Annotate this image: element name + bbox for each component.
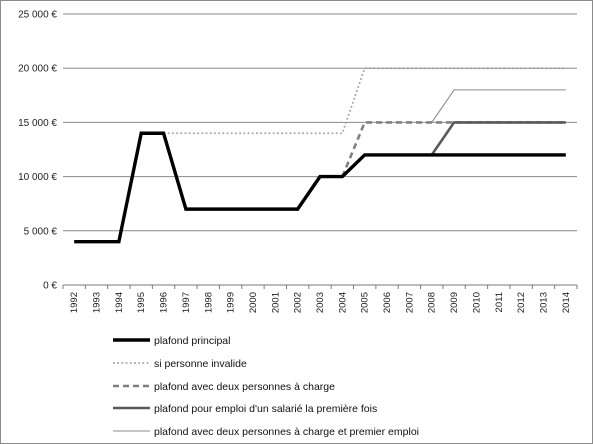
series-line [74,131,566,244]
x-tick-label: 2009 [449,292,460,313]
legend: plafond principal si personne invalide pla… [113,335,419,438]
y-tick-label: 15 000 € [18,118,57,129]
y-tick-label: 0 € [43,281,57,292]
x-tick-label: 2006 [382,292,393,313]
x-tick-label: 2007 [404,292,415,313]
legend-label: plafond principal [154,335,230,347]
x-tick-label: 2005 [360,292,371,313]
x-tick-label: 1997 [181,292,192,313]
legend-label: si personne invalide [154,358,247,370]
x-tick-label: 2011 [494,292,505,312]
x-tick-label: 2012 [516,292,527,313]
y-tick-label: 20 000 € [18,64,57,75]
x-tick-label: 2010 [471,292,482,313]
x-tick-label: 2014 [561,292,572,313]
x-tick-label: 1995 [136,292,147,313]
y-axis-ticks: 0 € 5 000 € 10 000 € 15 000 € 20 000 € 25 000… [18,10,57,292]
legend-label: plafond avec deux personnes à charge [154,381,335,393]
x-axis-ticks: 1992 1993 1994 1995 1996 1997 1998 1999 2000 2001… [69,292,572,313]
x-tick-label: 1996 [159,292,170,313]
series-line [430,121,566,156]
x-tick-label: 2000 [248,292,259,313]
series-line [341,121,566,178]
series-line [431,89,566,123]
legend-label: plafond pour emploi d'un salarié la prem… [154,403,377,415]
x-tick-label: 2002 [293,292,304,313]
x-tick-label: 1998 [203,292,214,313]
x-tick-label: 2008 [427,292,438,313]
x-tick-label: 2013 [538,292,549,313]
x-tick-label: 1994 [114,292,125,313]
x-tick-label: 2004 [337,292,348,313]
x-tick-label: 1999 [226,292,237,313]
x-tick-label: 1993 [92,292,103,313]
legend-label: plafond avec deux personnes à charge et … [154,426,419,438]
x-tick-label: 1992 [69,292,80,313]
x-tick-label: 2003 [315,292,326,313]
series-lines [74,67,566,244]
y-tick-label: 25 000 € [18,10,57,21]
y-tick-label: 10 000 € [18,172,57,183]
x-tick-label: 2001 [270,292,281,313]
x-axis [62,284,578,289]
y-tick-label: 5 000 € [24,226,58,237]
